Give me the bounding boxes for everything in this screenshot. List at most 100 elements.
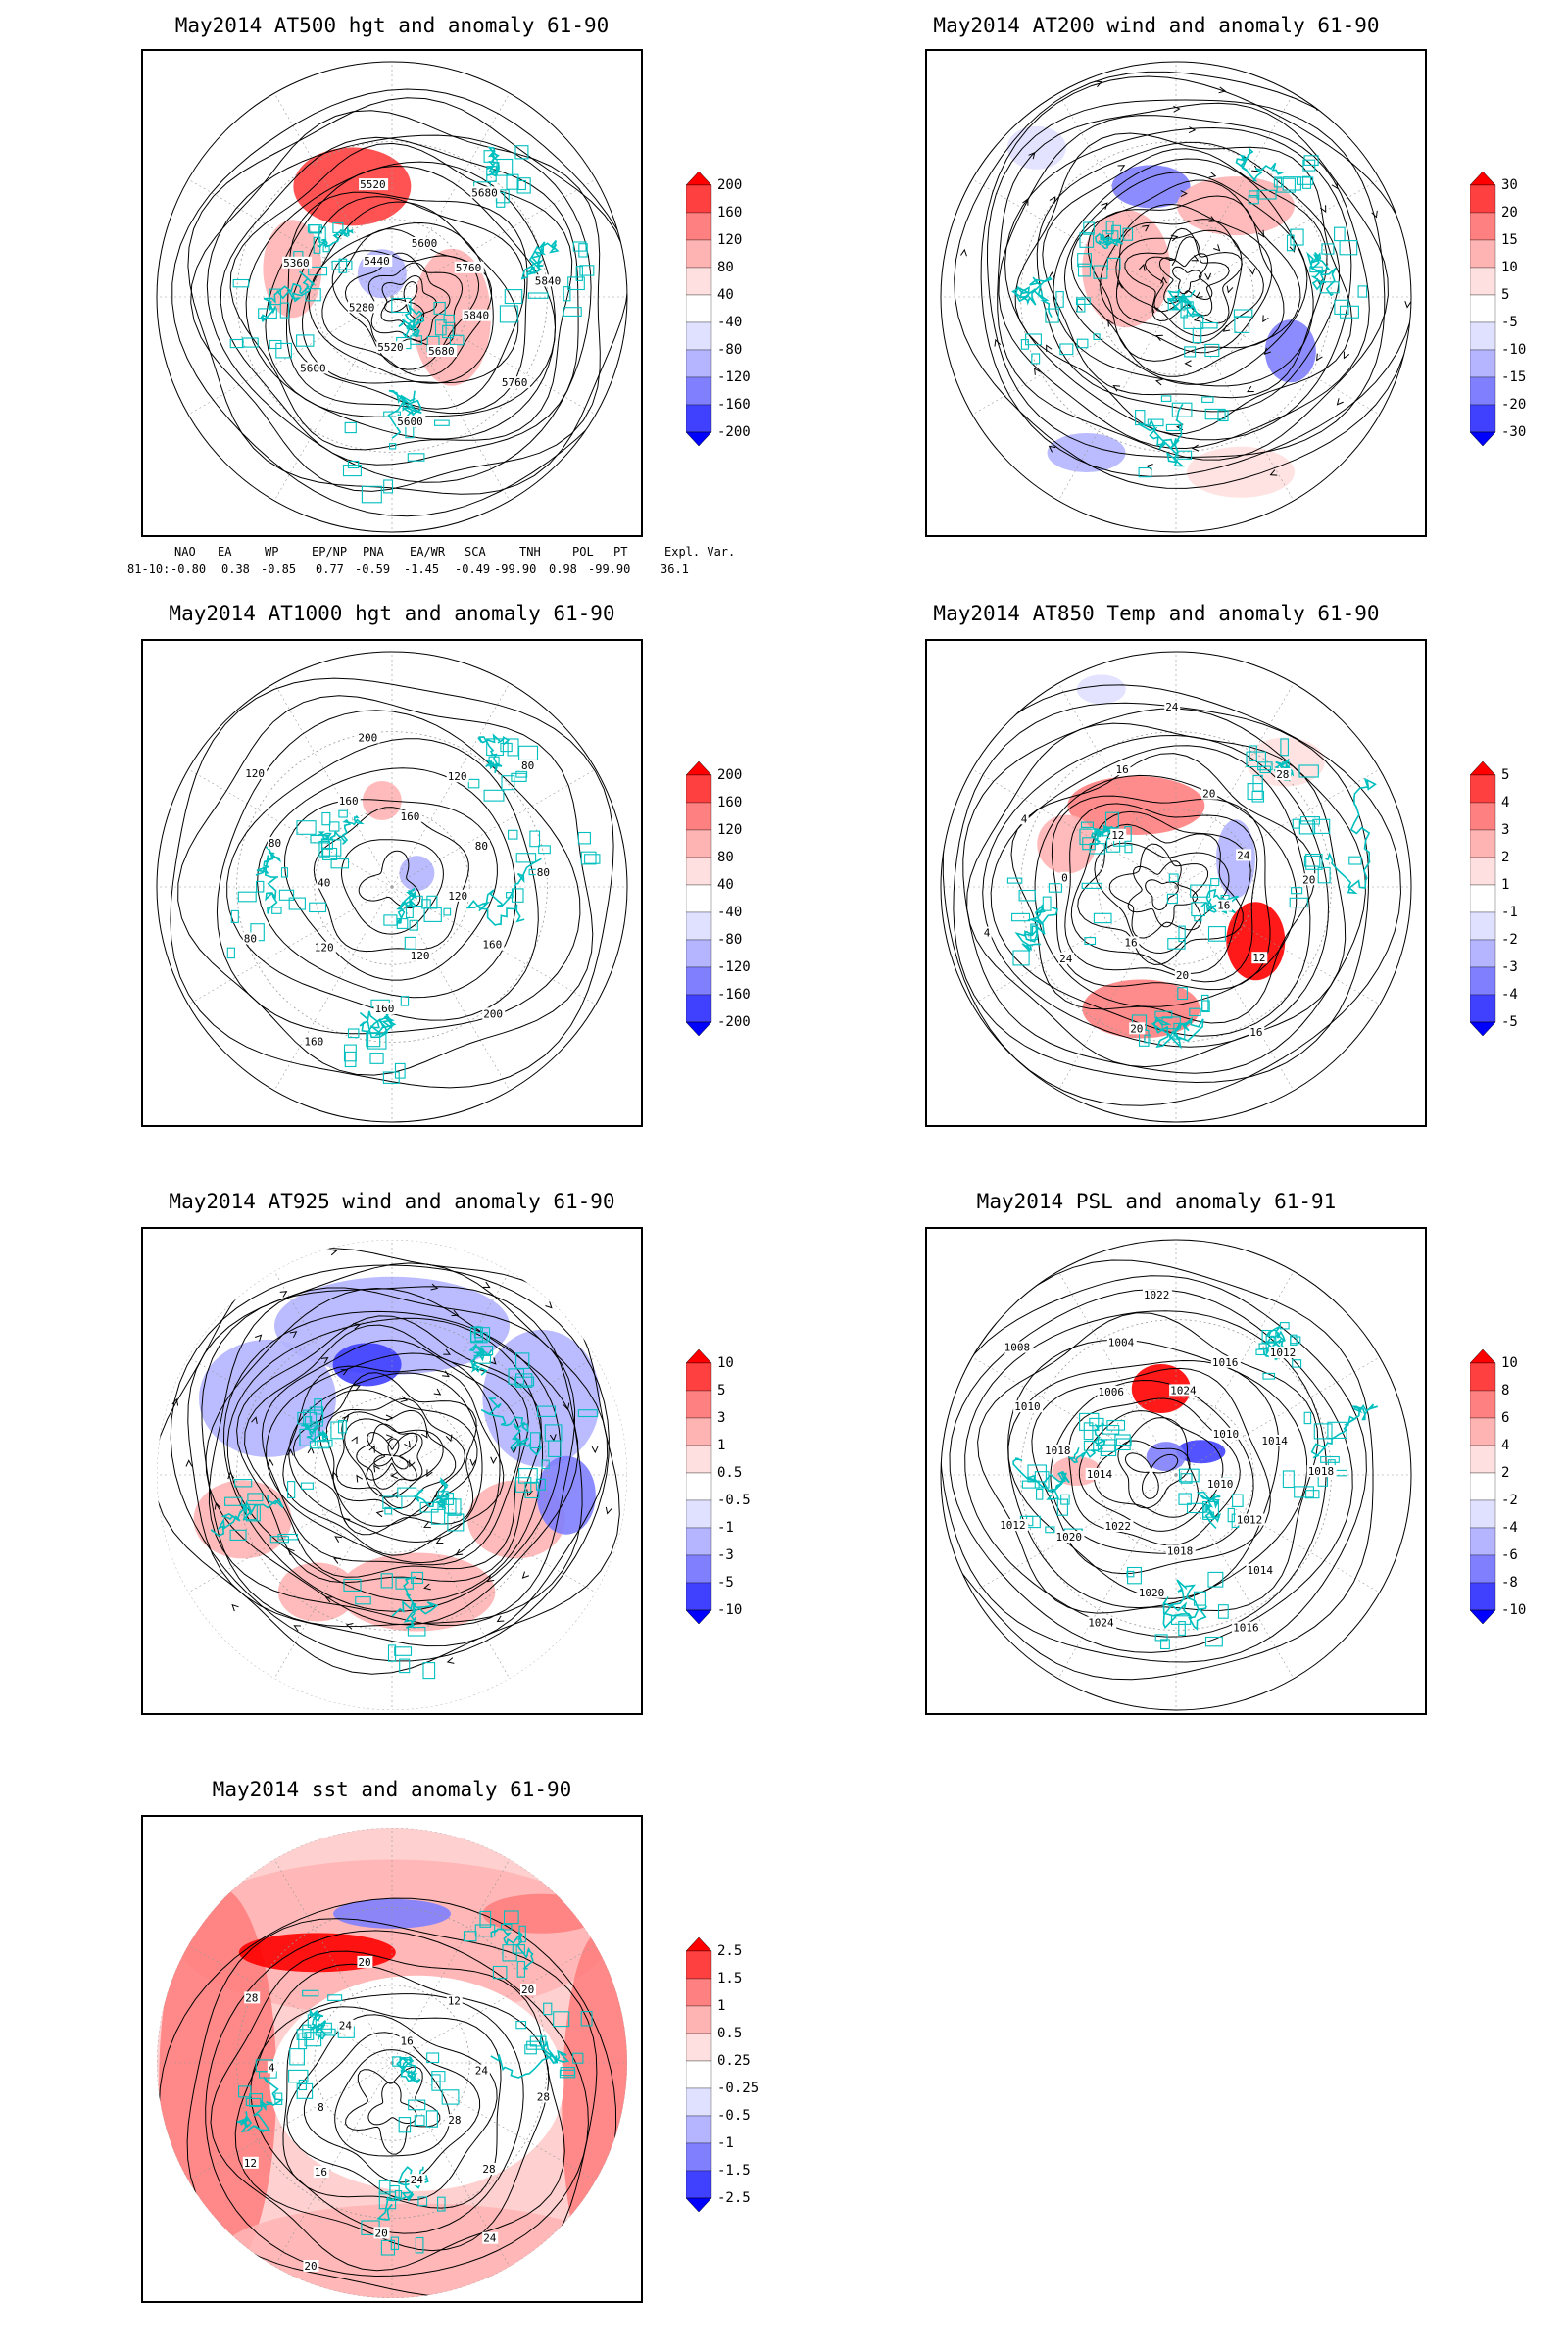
contour-line bbox=[282, 2006, 502, 2209]
contour-line bbox=[1124, 1452, 1179, 1499]
streamline-arrow bbox=[1048, 270, 1055, 279]
colorbar-swatch bbox=[1470, 184, 1496, 214]
anomaly-shading bbox=[1187, 446, 1296, 498]
political-border bbox=[1093, 333, 1101, 340]
political-border bbox=[548, 1440, 562, 1457]
colorbar-psl: 10 8 6 4 2 -2 -4 -6 -8 -10 bbox=[1470, 1349, 1558, 1625]
colorbar-swatch bbox=[1470, 404, 1496, 433]
streamline-arrow bbox=[1404, 300, 1411, 309]
political-border bbox=[317, 1439, 333, 1447]
contour-label-bg bbox=[1123, 936, 1140, 949]
streamline-arrow bbox=[409, 1459, 416, 1468]
anomaly-shading bbox=[332, 1343, 402, 1387]
contour-line bbox=[356, 1423, 423, 1490]
colorbar-swatch bbox=[1470, 1499, 1496, 1529]
contour-line bbox=[1063, 172, 1308, 385]
colorbar-tick-label: 0.25 bbox=[717, 2053, 751, 2069]
contour-label: 16 bbox=[1250, 1026, 1262, 1039]
political-border bbox=[1144, 1034, 1152, 1044]
coastline bbox=[466, 858, 542, 926]
political-border bbox=[314, 1398, 323, 1415]
contour-label: 1014 bbox=[1261, 1435, 1288, 1447]
contour-label-bg bbox=[313, 941, 336, 954]
political-border bbox=[422, 1662, 436, 1680]
contour-line bbox=[1077, 823, 1244, 965]
contour-label-bg bbox=[1097, 1385, 1127, 1397]
index-header: SCA bbox=[465, 545, 486, 559]
political-border bbox=[515, 770, 528, 778]
political-border bbox=[1147, 418, 1164, 427]
political-border bbox=[237, 2085, 252, 2098]
contour-label-bg bbox=[481, 2163, 498, 2175]
political-border bbox=[414, 2115, 425, 2127]
political-border bbox=[1202, 1500, 1219, 1518]
contour-label: 80 bbox=[475, 840, 488, 853]
streamline-arrow bbox=[1154, 378, 1163, 386]
contour-label-bg bbox=[409, 949, 432, 961]
political-border bbox=[1076, 338, 1089, 349]
political-border bbox=[296, 334, 315, 347]
contour-line bbox=[261, 1339, 521, 1566]
political-border bbox=[1256, 189, 1277, 200]
colorbar-tick-label: 200 bbox=[717, 177, 743, 193]
contour-label-bg bbox=[454, 261, 484, 273]
political-border bbox=[1076, 298, 1086, 313]
contour-label: 20 bbox=[1130, 1022, 1143, 1035]
contour-label: 24 bbox=[411, 2174, 424, 2186]
colorbar-top-arrow bbox=[1470, 761, 1496, 776]
streamline-arrow bbox=[368, 1445, 375, 1453]
political-border bbox=[415, 2236, 424, 2254]
streamline-arrow bbox=[385, 1434, 394, 1442]
political-border bbox=[1160, 395, 1172, 402]
political-border bbox=[425, 2110, 438, 2128]
coastline bbox=[255, 846, 282, 914]
streamline-arrow bbox=[254, 1334, 263, 1342]
political-border bbox=[512, 1944, 525, 1954]
contour-label-bg bbox=[242, 932, 259, 945]
contour-label: 8 bbox=[318, 2101, 324, 2114]
political-border bbox=[577, 1409, 598, 1418]
political-border bbox=[361, 485, 382, 504]
political-border bbox=[1273, 176, 1283, 188]
contour-label: 1014 bbox=[1248, 1564, 1274, 1577]
contour-label: 200 bbox=[483, 1007, 503, 1020]
political-border bbox=[430, 1508, 446, 1525]
contour-label-bg bbox=[376, 341, 407, 354]
political-border bbox=[1178, 925, 1186, 943]
political-border bbox=[1298, 820, 1316, 835]
colorbar-swatch bbox=[686, 1582, 712, 1611]
contour-label-bg bbox=[1268, 1347, 1298, 1359]
contour-line bbox=[1070, 179, 1301, 377]
contour-label-bg bbox=[317, 2100, 326, 2113]
political-border bbox=[1204, 1636, 1223, 1647]
political-border bbox=[434, 319, 447, 336]
political-border bbox=[1178, 1493, 1192, 1505]
colorbar-swatch bbox=[686, 1527, 712, 1556]
political-border bbox=[1258, 1343, 1270, 1349]
contour-label: 16 bbox=[315, 2166, 327, 2179]
contour-line bbox=[977, 1312, 1319, 1614]
contour-label: 1022 bbox=[1144, 1289, 1170, 1301]
political-border bbox=[1177, 987, 1188, 1001]
contour-label-bg bbox=[1003, 1341, 1033, 1353]
colorbar-tick-label: 2 bbox=[1501, 1465, 1510, 1481]
index-header: NAO bbox=[174, 545, 196, 559]
political-border bbox=[1011, 912, 1031, 922]
political-border bbox=[366, 1032, 381, 1048]
streamline-arrow bbox=[1247, 385, 1254, 393]
political-border bbox=[330, 1421, 344, 1440]
political-border bbox=[1246, 751, 1266, 768]
contour-line bbox=[1036, 141, 1340, 413]
contour-label-bg bbox=[1013, 1400, 1044, 1413]
colorbar-swatch bbox=[1470, 1472, 1496, 1501]
political-border bbox=[426, 2052, 440, 2064]
coastline bbox=[300, 1422, 329, 1444]
political-border bbox=[483, 789, 505, 802]
colorbar-swatch bbox=[686, 2115, 712, 2144]
contour-label: 20 bbox=[1176, 969, 1189, 982]
streamline-arrow bbox=[353, 1385, 361, 1392]
political-border bbox=[1339, 240, 1358, 256]
colorbar-swatch bbox=[1470, 376, 1496, 406]
contour-label: 1024 bbox=[1088, 1617, 1114, 1630]
political-border bbox=[313, 236, 321, 254]
